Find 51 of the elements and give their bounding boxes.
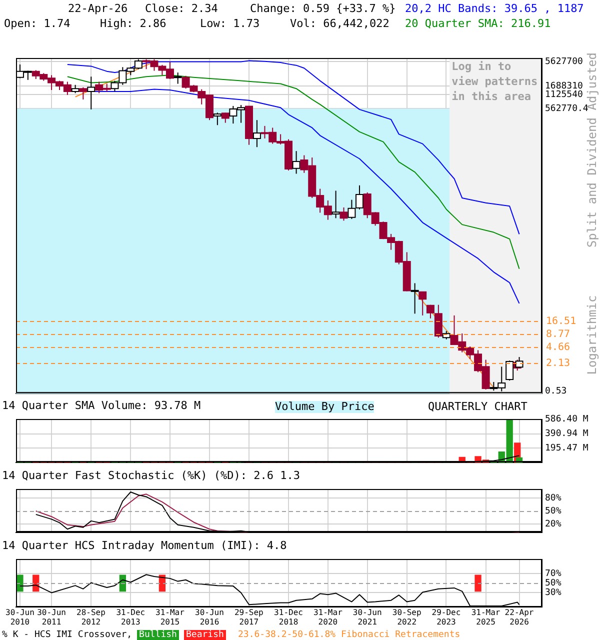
ref-line-label: 4.66 — [546, 342, 570, 354]
ref-line-label: 16.51 — [546, 316, 576, 328]
x-tick-label: 22-Apr 2026 — [504, 608, 534, 626]
y-tick-label: 586.40 M — [545, 414, 589, 425]
x-tick-label: 29-Sep 2017 — [234, 608, 264, 626]
text: 20,2 HC Bands: 39.65 , 1187 — [405, 2, 584, 15]
y-tick-label: 20% — [545, 519, 562, 530]
y-tick-label: 195.47 M — [545, 444, 589, 454]
chart-title: 14 Quarter HCS Intraday Momentum (IMI): 4.8 — [2, 539, 287, 552]
chart-title: 14 Quarter SMA Volume: 93.78 M — [2, 399, 201, 412]
x-tick-label: 31-Mar 2015 — [156, 608, 185, 626]
x-tick-label: 31-Mar 2020 — [313, 608, 343, 626]
x-tick-label: 31-Dec 2013 — [116, 608, 146, 626]
text: QUARTERLY CHART — [428, 400, 528, 413]
text: Logarithmic — [585, 295, 599, 375]
y-tick-label: 50% — [545, 506, 562, 516]
y-tick-label: 1125540 — [545, 90, 583, 100]
y-tick-label: 70% — [545, 569, 562, 580]
x-tick-label: 30-Jun 2011 — [37, 608, 66, 626]
band-label: Log in to view patterns in this area — [452, 60, 538, 103]
x-tick-label: 30-Sep 2022 — [392, 608, 422, 626]
y-tick-label: 5627700 — [545, 56, 583, 67]
text: Low: 1.73 — [200, 17, 260, 30]
text: 22-Apr-26 — [68, 2, 128, 15]
text: Bearish — [184, 630, 226, 640]
text: High: 2.86 — [100, 17, 166, 30]
x-tick-label: 31-Mar 2025 — [471, 608, 500, 626]
y-tick-label: 562770.4 — [545, 104, 588, 114]
x-tick-label: 29-Dec 2023 — [432, 608, 461, 626]
ref-line-label: 8.77 — [546, 329, 570, 340]
text: 23.6-38.2-50-61.8% Fibonacci Retracements — [238, 630, 460, 640]
y-tick-label: 30% — [545, 588, 562, 598]
x-tick-label: 30-Jun 2016 — [195, 608, 224, 626]
text: 20 Quarter SMA: 216.91 — [405, 17, 551, 30]
chart-title: 14 Quarter Fast Stochastic (%K) (%D): 2.6 1.3 — [2, 469, 300, 482]
y-tick-label: 0.53 — [545, 386, 567, 397]
x-tick-label: 30-Jun 2021 — [352, 608, 382, 626]
y-tick-label: 390.94 M — [545, 429, 589, 440]
x-tick-label: 30-Jun 2010 — [6, 608, 35, 626]
x-tick-label: 28-Sep 2012 — [76, 608, 106, 626]
text: Vol: 66,442,022 — [290, 17, 390, 30]
text: Change: 0.59 {+33.7 %} — [250, 2, 396, 15]
y-tick-label: 50% — [545, 578, 562, 589]
text: Close: 2.34 — [145, 2, 218, 15]
ref-line-label: 2.13 — [546, 358, 570, 370]
x-tick-label: 31-Dec 2018 — [274, 608, 304, 626]
text: Open: 1.74 — [4, 17, 70, 30]
y-tick-label: 80% — [545, 493, 562, 504]
text: Volume By Price — [275, 400, 374, 413]
text: Bullish — [137, 630, 179, 640]
legend-title: % K - HCS IMI Crossover, — [2, 630, 132, 640]
